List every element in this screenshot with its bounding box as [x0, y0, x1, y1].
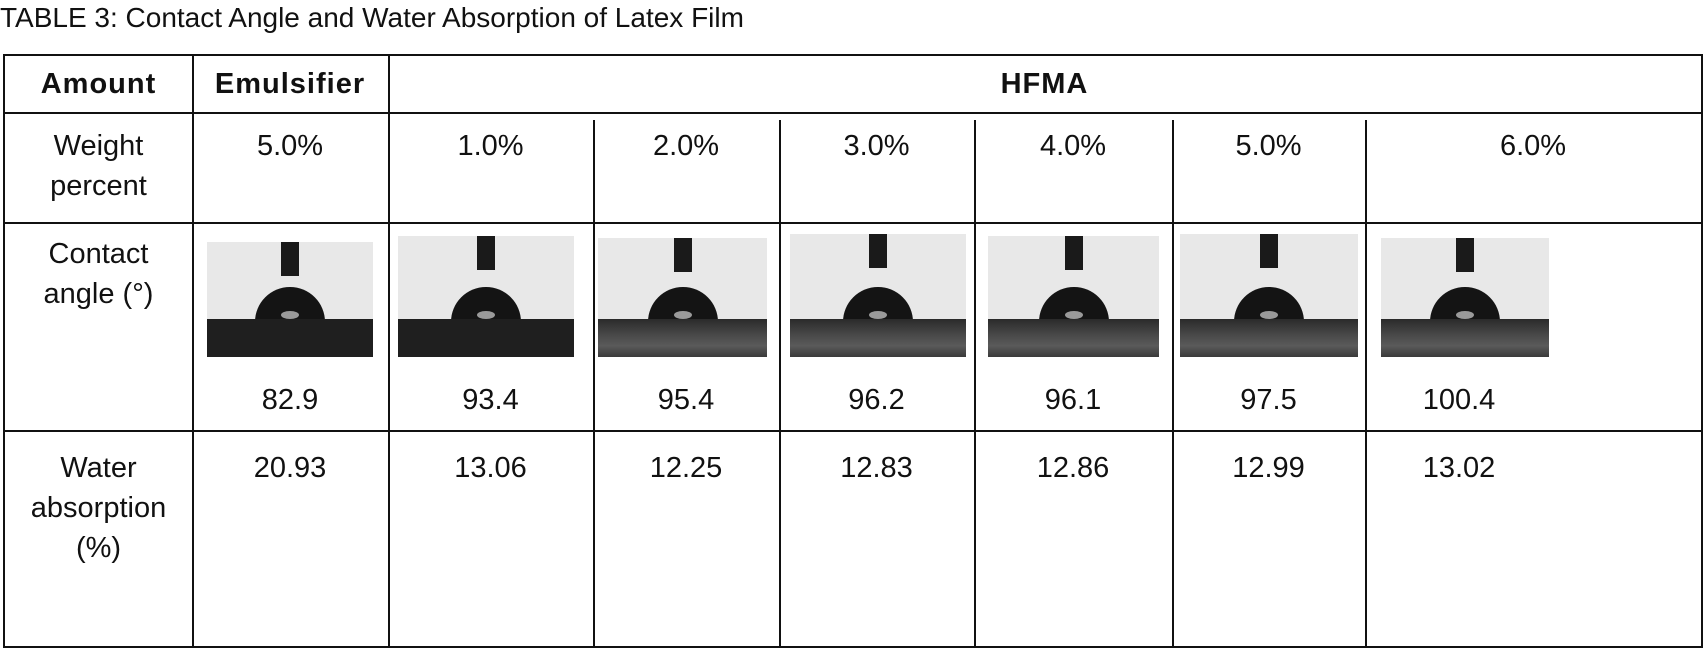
droplet-image	[1381, 238, 1549, 357]
water-absorption-value: 12.83	[840, 452, 913, 484]
col-rule-4	[779, 120, 781, 646]
col-rule-6	[1172, 120, 1174, 646]
weight-cell: 5.0%	[256, 130, 324, 162]
col-rule-7	[1365, 120, 1367, 646]
col-rule-3	[593, 120, 595, 646]
header-emulsifier: Emulsifier	[214, 68, 366, 100]
contact-angle-value: 97.5	[1240, 384, 1297, 416]
water-absorption-value: 12.99	[1232, 452, 1305, 484]
weight-cell: 6.0%	[1499, 130, 1567, 162]
water-absorption-value: 20.93	[253, 452, 327, 484]
row-rule-2	[5, 430, 1701, 432]
col-rule-1	[192, 56, 194, 646]
header-hfma: HFMA	[1000, 68, 1089, 100]
water-absorption-value: 13.02	[1422, 452, 1496, 484]
contact-angle-value: 100.4	[1422, 384, 1496, 416]
contact-angle-value: 96.2	[848, 384, 905, 416]
weight-cell: 3.0%	[843, 130, 910, 162]
droplet-image	[207, 242, 373, 357]
col-rule-2	[388, 56, 390, 646]
header-amount: Amount	[40, 68, 157, 100]
row-label-water-absorption: Water absorption (%)	[30, 452, 167, 564]
water-absorption-value: 12.25	[649, 452, 723, 484]
contact-angle-value: 82.9	[261, 384, 319, 416]
droplet-image	[598, 238, 767, 357]
contact-angle-value: 93.4	[462, 384, 519, 416]
col-rule-5	[974, 120, 976, 646]
contact-angle-value: 95.4	[657, 384, 715, 416]
weight-cell: 5.0%	[1235, 130, 1302, 162]
weight-cell: 2.0%	[652, 130, 720, 162]
row-label-weight: Weight percent	[50, 130, 147, 202]
table-title: TABLE 3: Contact Angle and Water Absorpt…	[0, 2, 744, 33]
weight-cell: 1.0%	[457, 130, 524, 162]
droplet-image	[988, 236, 1159, 357]
droplet-image	[1180, 234, 1358, 357]
droplet-image	[790, 234, 966, 357]
row-label-contact-angle: Contact angle (°)	[43, 238, 154, 310]
water-absorption-value: 13.06	[454, 452, 527, 484]
row-rule-1	[5, 222, 1701, 224]
header-rule	[5, 112, 1701, 114]
water-absorption-value: 12.86	[1036, 452, 1110, 484]
weight-cell: 4.0%	[1039, 130, 1107, 162]
contact-angle-value: 96.1	[1044, 384, 1102, 416]
data-table: Amount Emulsifier HFMA Weight percent 5.…	[3, 54, 1703, 648]
droplet-image	[398, 236, 574, 357]
